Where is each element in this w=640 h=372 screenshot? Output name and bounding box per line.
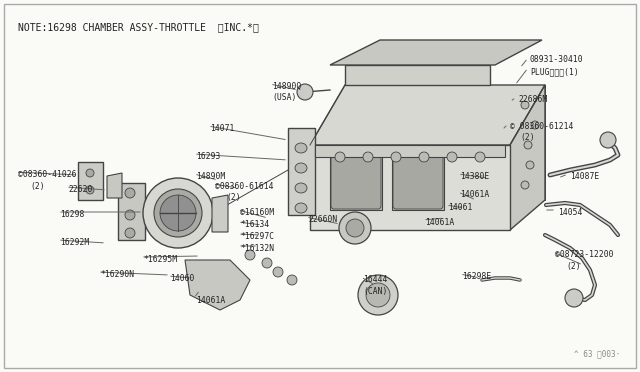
Polygon shape — [288, 128, 315, 215]
Polygon shape — [78, 162, 103, 200]
Polygon shape — [212, 195, 228, 232]
Circle shape — [273, 267, 283, 277]
Circle shape — [262, 258, 272, 268]
Polygon shape — [345, 65, 490, 85]
Text: 14087E: 14087E — [570, 172, 599, 181]
Text: NOTE:16298 CHAMBER ASSY-THROTTLE  （INC.*）: NOTE:16298 CHAMBER ASSY-THROTTLE （INC.*） — [18, 22, 259, 32]
Text: 14061A: 14061A — [196, 296, 225, 305]
FancyBboxPatch shape — [393, 156, 443, 209]
Circle shape — [125, 210, 135, 220]
Text: 14061: 14061 — [448, 203, 472, 212]
Text: ©08360-61614: ©08360-61614 — [215, 182, 273, 191]
Circle shape — [346, 219, 364, 237]
Text: 16292M: 16292M — [60, 238, 89, 247]
Text: 14061A: 14061A — [425, 218, 454, 227]
Text: 14890Q: 14890Q — [272, 82, 301, 91]
Bar — [392, 155, 444, 210]
Circle shape — [475, 152, 485, 162]
Circle shape — [531, 121, 539, 129]
Text: 14054: 14054 — [558, 208, 582, 217]
Circle shape — [526, 161, 534, 169]
Bar — [330, 155, 382, 210]
Circle shape — [154, 189, 202, 237]
Polygon shape — [118, 183, 145, 240]
Text: *16295M: *16295M — [143, 255, 177, 264]
Polygon shape — [310, 85, 545, 145]
Text: *16290N: *16290N — [100, 270, 134, 279]
Text: 14060: 14060 — [170, 274, 195, 283]
Circle shape — [143, 178, 213, 248]
Text: (2): (2) — [566, 262, 580, 271]
Text: ©16160M: ©16160M — [240, 208, 274, 217]
Circle shape — [287, 275, 297, 285]
Text: © 08360-61214: © 08360-61214 — [510, 122, 573, 131]
Circle shape — [86, 186, 94, 194]
Text: 14071: 14071 — [210, 124, 234, 133]
Circle shape — [335, 152, 345, 162]
Text: *16134: *16134 — [240, 220, 269, 229]
Text: ©08360-41026: ©08360-41026 — [18, 170, 77, 179]
Text: 16444: 16444 — [363, 275, 387, 284]
Circle shape — [366, 283, 390, 307]
Text: 22660N: 22660N — [308, 215, 337, 224]
Text: *16297C: *16297C — [240, 232, 274, 241]
Ellipse shape — [295, 183, 307, 193]
Circle shape — [521, 101, 529, 109]
Circle shape — [297, 84, 313, 100]
Polygon shape — [310, 145, 510, 230]
Circle shape — [565, 289, 583, 307]
Ellipse shape — [295, 143, 307, 153]
Circle shape — [86, 169, 94, 177]
Text: 14380E: 14380E — [460, 172, 489, 181]
Circle shape — [600, 132, 616, 148]
Circle shape — [125, 228, 135, 238]
Text: 16293: 16293 — [196, 152, 220, 161]
FancyBboxPatch shape — [331, 156, 381, 209]
Text: 14061A: 14061A — [460, 190, 489, 199]
Text: 16298: 16298 — [60, 210, 84, 219]
Text: PLUGプラグ(1): PLUGプラグ(1) — [530, 67, 579, 76]
Circle shape — [363, 152, 373, 162]
Circle shape — [339, 212, 371, 244]
Polygon shape — [107, 173, 122, 198]
Circle shape — [245, 250, 255, 260]
Text: ©08723-12200: ©08723-12200 — [555, 250, 614, 259]
Bar — [315, 145, 505, 157]
Text: 22686M: 22686M — [518, 95, 547, 104]
Text: (2): (2) — [520, 133, 534, 142]
Circle shape — [125, 188, 135, 198]
Text: (CAN): (CAN) — [363, 287, 387, 296]
Text: (USA): (USA) — [272, 93, 296, 102]
Polygon shape — [510, 85, 545, 230]
Circle shape — [391, 152, 401, 162]
Ellipse shape — [295, 203, 307, 213]
Circle shape — [358, 275, 398, 315]
Circle shape — [419, 152, 429, 162]
Circle shape — [524, 141, 532, 149]
Text: 16298E: 16298E — [462, 272, 492, 281]
Text: *16132N: *16132N — [240, 244, 274, 253]
Circle shape — [160, 195, 196, 231]
Text: (2): (2) — [30, 182, 45, 191]
Polygon shape — [185, 260, 250, 310]
Polygon shape — [330, 40, 542, 65]
Circle shape — [521, 181, 529, 189]
Ellipse shape — [295, 163, 307, 173]
Text: 14890M: 14890M — [196, 172, 225, 181]
Text: 08931-30410: 08931-30410 — [530, 55, 584, 64]
Text: (2): (2) — [226, 193, 241, 202]
Circle shape — [447, 152, 457, 162]
Text: 22620: 22620 — [68, 185, 92, 194]
Text: ^ 63 ）003·: ^ 63 ）003· — [573, 349, 620, 358]
